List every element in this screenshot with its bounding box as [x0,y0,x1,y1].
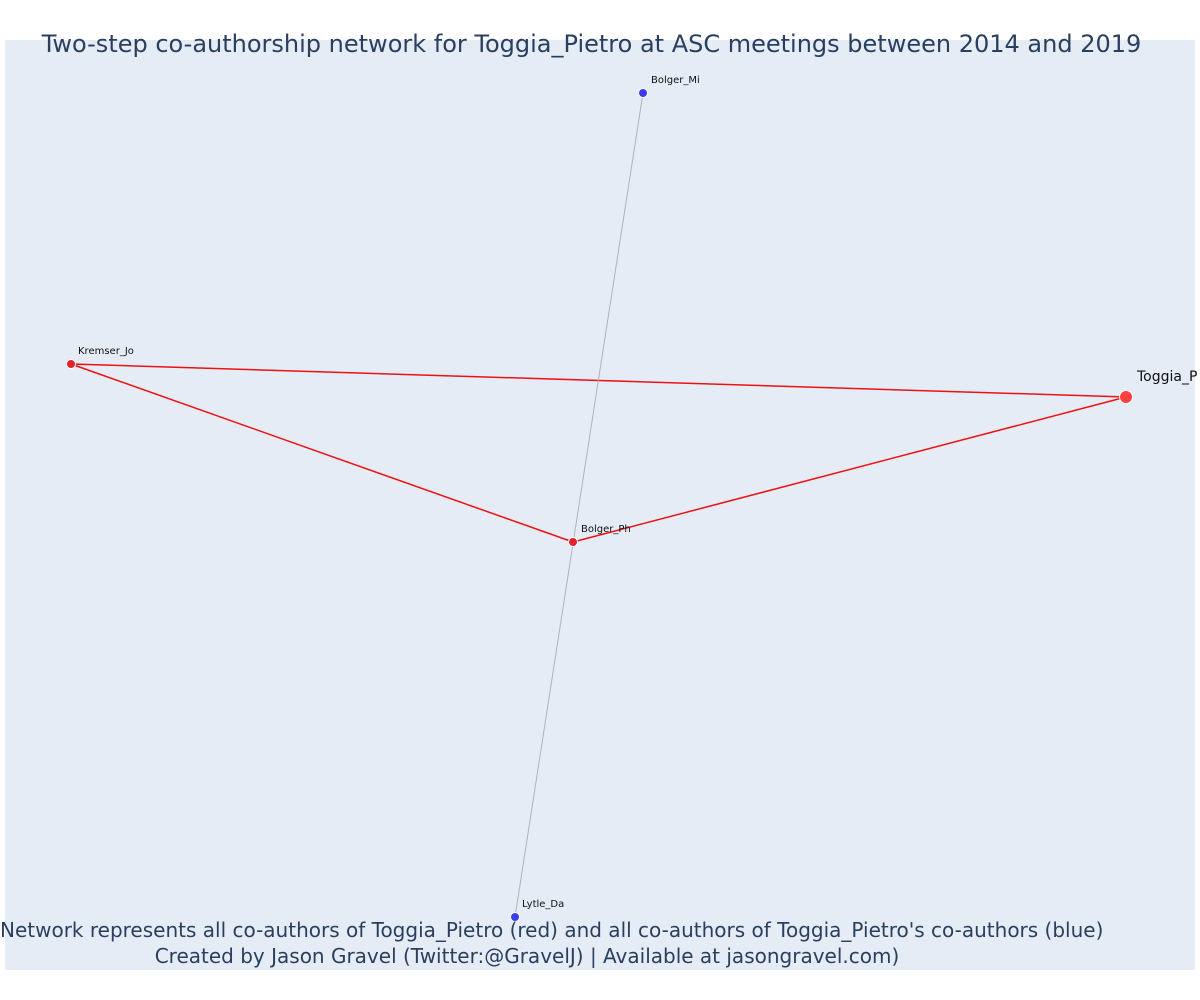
node-Bolger_Mi[interactable] [638,88,648,98]
edges-layer [70,92,1127,918]
node-label-Lytle_Da: Lytle_Da [522,899,564,910]
node-label-Toggia_P: Toggia_P [1136,369,1197,385]
plot-background [5,40,1195,970]
node-Lytle_Da[interactable] [510,912,520,922]
edge-Bolger_Ph-Toggia_P [572,396,1127,543]
chart-title: Two-step co-authorship network for Toggi… [41,30,1142,58]
node-label-Bolger_Mi: Bolger_Mi [651,75,700,86]
edge-Kremser_Jo-Bolger_Ph [70,363,574,543]
labels-layer: Toggia_P Kremser_Jo Bolger_Ph Bolger_Mi Lytl… [78,75,1197,910]
node-Bolger_Ph[interactable] [568,537,578,547]
nodes-layer [66,88,1133,922]
node-label-Kremser_Jo: Kremser_Jo [78,346,134,357]
edge-Bolger_Mi-Lytle_Da [514,92,644,918]
node-Toggia_P[interactable] [1119,390,1133,404]
node-Kremser_Jo[interactable] [66,359,76,369]
caption-line-2: Created by Jason Gravel (Twitter:@Gravel… [154,944,900,968]
caption-line-1: Network represents all co-authors of Tog… [0,918,1104,942]
node-label-Bolger_Ph: Bolger_Ph [581,524,631,535]
